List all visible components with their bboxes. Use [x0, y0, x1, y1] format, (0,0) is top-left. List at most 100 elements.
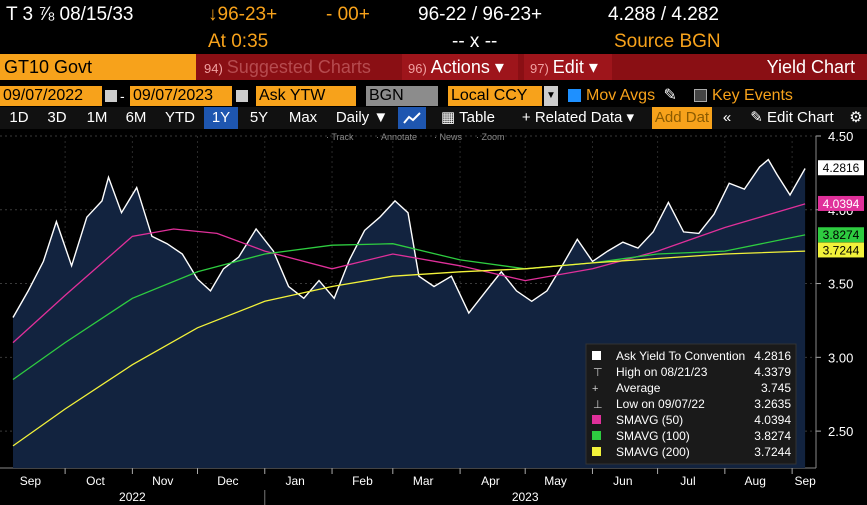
settings-gear-icon[interactable]: ⚙	[849, 109, 863, 126]
date-separator: -	[120, 88, 125, 104]
last-value-box	[818, 227, 864, 243]
x-tick-label: Dec	[217, 474, 238, 488]
legend-swatch	[592, 431, 601, 440]
legend-label: SMAVG (100)	[616, 429, 690, 443]
legend-item: Ask Yield To Convention 4.2816	[592, 349, 791, 363]
legend-label: Average	[616, 381, 661, 395]
y-tick-label: 2.50	[828, 424, 853, 439]
bid-ask-prices: 96-22 / 96-23+	[418, 4, 543, 25]
suggested-charts-label: Suggested Charts	[226, 57, 371, 77]
start-calendar-icon[interactable]	[105, 86, 117, 106]
add-data-field[interactable]: Add Dat	[652, 107, 712, 129]
checkbox-checked-icon	[568, 89, 581, 103]
collapse-double-chevron-icon[interactable]: «	[722, 109, 732, 126]
period-toolbar: 1D 3D 1M 6M YTD 1Y 5Y Max Daily ▼ ▦ Tabl…	[0, 107, 867, 129]
legend-low-icon: ⊥	[593, 399, 603, 411]
key-events-label: Key Events	[712, 87, 793, 104]
period-6m[interactable]: 6M	[125, 109, 147, 126]
quote-subheader: At 0:35 -- x -- Source BGN	[0, 28, 867, 54]
legend-label: Low on 09/07/22	[616, 397, 705, 411]
legend-item: SMAVG (200) 3.7244	[592, 445, 791, 459]
frequency-select[interactable]: Daily ▼	[335, 109, 389, 126]
chart-tool-track[interactable]: · Track	[326, 132, 354, 142]
legend-label: High on 08/21/23	[616, 365, 708, 379]
edit-label: Edit ▾	[552, 57, 598, 77]
mov-avgs-toggle[interactable]: Mov Avgs ✎	[568, 86, 677, 106]
last-value-text: 4.0394	[823, 197, 860, 211]
period-5y[interactable]: 5Y	[249, 109, 269, 126]
edit-chart-label: Edit Chart	[767, 109, 834, 126]
x-tick-label: Sep	[20, 474, 42, 488]
actions-menu-button[interactable]: 96) Actions ▾	[402, 54, 518, 80]
y-tick-label: 3.00	[828, 350, 853, 365]
suggested-charts-button[interactable]: 94) Suggested Charts	[204, 54, 371, 80]
period-ytd[interactable]: YTD	[165, 109, 195, 126]
last-value-text: 4.2816	[823, 161, 860, 175]
x-tick-label: Oct	[86, 474, 105, 488]
legend-label: SMAVG (200)	[616, 445, 690, 459]
chart-tool-news[interactable]: · News	[434, 132, 463, 142]
period-1m[interactable]: 1M	[86, 109, 108, 126]
yield-field-select[interactable]: Ask YTW	[256, 86, 356, 106]
x-tick-label: Sep	[794, 474, 816, 488]
edit-menu-button[interactable]: 97) Edit ▾	[524, 54, 612, 80]
suggested-charts-number: 94)	[204, 61, 223, 76]
chart-tool-zoom[interactable]: · Zoom	[476, 132, 505, 142]
sma200-line	[12, 250, 806, 447]
end-calendar-icon[interactable]	[236, 86, 248, 106]
last-value-label: 4.2816	[818, 160, 864, 176]
last-value-label: 4.0394	[818, 195, 864, 211]
legend-value: 3.7244	[754, 445, 791, 459]
end-date-field[interactable]: 09/07/2023	[130, 86, 232, 106]
chevron-down-icon[interactable]: ▼	[544, 86, 558, 106]
legend-swatch	[592, 447, 601, 456]
period-max[interactable]: Max	[288, 109, 318, 126]
key-events-toggle[interactable]: Key Events	[694, 86, 793, 106]
legend-value: 3.745	[761, 381, 791, 395]
legend-item: SMAVG (50) 4.0394	[592, 413, 791, 427]
legend-box	[585, 343, 797, 465]
function-bar: GT10 Govt 94) Suggested Charts 96) Actions…	[0, 54, 867, 80]
related-data-button[interactable]: + Related Data ▾	[521, 109, 635, 126]
security-name: T 3 ⅞ 08/15/33	[6, 4, 134, 25]
last-value-box	[818, 160, 864, 176]
y-tick-label: 3.50	[828, 277, 853, 292]
last-value-text: 3.7244	[823, 243, 860, 257]
x-tick-label: Apr	[481, 474, 500, 488]
yield-chart[interactable]: 2.503.003.504.004.50SepOctNovDecJanFebMa…	[0, 128, 867, 505]
legend-label: Ask Yield To Convention	[616, 349, 745, 363]
actions-label: Actions ▾	[430, 57, 504, 77]
line-chart-icon[interactable]	[398, 107, 426, 129]
period-1y[interactable]: 1Y	[204, 107, 238, 129]
legend-value: 4.0394	[754, 413, 791, 427]
period-3d[interactable]: 3D	[47, 109, 67, 126]
legend-item: ⊤ High on 08/21/23 4.3379	[593, 365, 791, 379]
page-title: Yield Chart	[766, 57, 855, 77]
x-tick-label: Jun	[613, 474, 632, 488]
legend-swatch	[592, 351, 601, 360]
edit-chart-button[interactable]: ✎ Edit Chart	[742, 107, 842, 129]
legend-value: 3.8274	[754, 429, 791, 443]
chart-settings-row: 09/07/2022 - 09/07/2023 Ask YTW BGN Loca…	[0, 84, 867, 108]
ticker-input[interactable]: GT10 Govt	[0, 54, 196, 80]
period-1d[interactable]: 1D	[9, 109, 29, 126]
x-tick-label: Jan	[285, 474, 304, 488]
table-label: Table	[459, 109, 495, 126]
last-value-label: 3.8274	[818, 227, 864, 243]
price-change: - 00+	[326, 4, 370, 25]
legend-label: SMAVG (50)	[616, 413, 683, 427]
x-tick-label: Aug	[745, 474, 766, 488]
pricing-source-field[interactable]: BGN	[366, 86, 438, 106]
pencil-icon: ✎	[750, 109, 763, 126]
start-date-field[interactable]: 09/07/2022	[0, 86, 102, 106]
legend-swatch	[592, 415, 601, 424]
table-button[interactable]: ▦ Table	[436, 107, 500, 129]
x-tick-label: Jul	[680, 474, 695, 488]
currency-select[interactable]: Local CCY	[448, 86, 542, 106]
bid-price: ↓96-23+	[208, 4, 278, 25]
x-tick-label: May	[544, 474, 567, 488]
mov-avgs-label: Mov Avgs	[586, 87, 656, 104]
chart-tool-annotate[interactable]: · Annotate	[376, 132, 417, 142]
pencil-icon[interactable]: ✎	[663, 87, 677, 104]
legend-value: 3.2635	[754, 397, 791, 411]
